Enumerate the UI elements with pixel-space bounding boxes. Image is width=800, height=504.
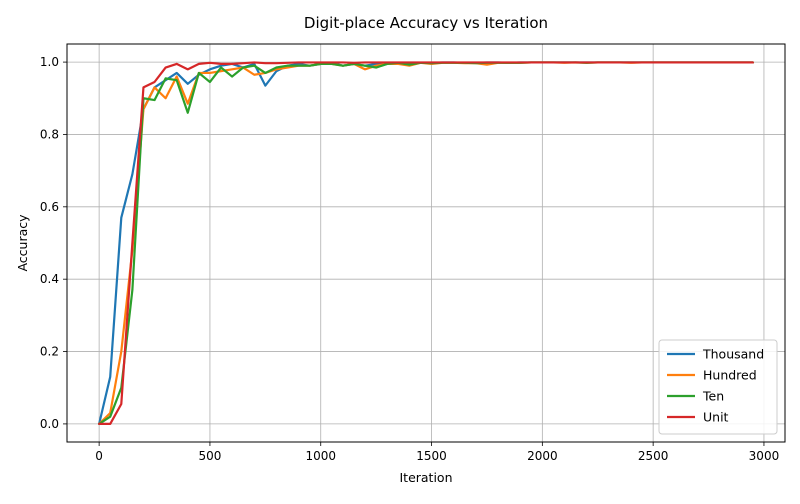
- series-lines: [98, 61, 754, 426]
- grid: [67, 44, 785, 442]
- y-tick-label: 0.6: [40, 200, 59, 214]
- x-tick-label: 500: [198, 449, 221, 463]
- x-tick-label: 2500: [638, 449, 669, 463]
- x-tick-label: 0: [95, 449, 103, 463]
- legend-label: Thousand: [702, 347, 764, 362]
- legend-label: Hundred: [703, 368, 757, 383]
- x-axis-label: Iteration: [399, 470, 452, 485]
- y-tick-label: 0.2: [40, 345, 59, 359]
- y-tick-label: 0.0: [40, 417, 59, 431]
- y-tick-label: 0.8: [40, 127, 59, 141]
- y-axis-label: Accuracy: [15, 214, 30, 272]
- x-tick-label: 3000: [749, 449, 780, 463]
- axis-ticks: 0 500 1000 1500 2000 2500 3000 0.0 0.2 0.4 0.6 0.8 1…: [40, 55, 779, 463]
- legend-label: Unit: [703, 410, 729, 425]
- y-tick-label: 0.4: [40, 272, 59, 286]
- legend: Thousand Hundred Ten Unit: [658, 339, 778, 435]
- legend-box: [658, 339, 778, 435]
- x-tick-label: 1000: [305, 449, 336, 463]
- y-tick-label: 1.0: [40, 55, 59, 69]
- plot-frame: [66, 43, 786, 443]
- legend-label: Ten: [702, 389, 724, 404]
- chart-title: Digit-place Accuracy vs Iteration: [304, 14, 548, 32]
- x-tick-label: 2000: [527, 449, 558, 463]
- x-tick-label: 1500: [416, 449, 447, 463]
- series-line-unit: [98, 61, 754, 426]
